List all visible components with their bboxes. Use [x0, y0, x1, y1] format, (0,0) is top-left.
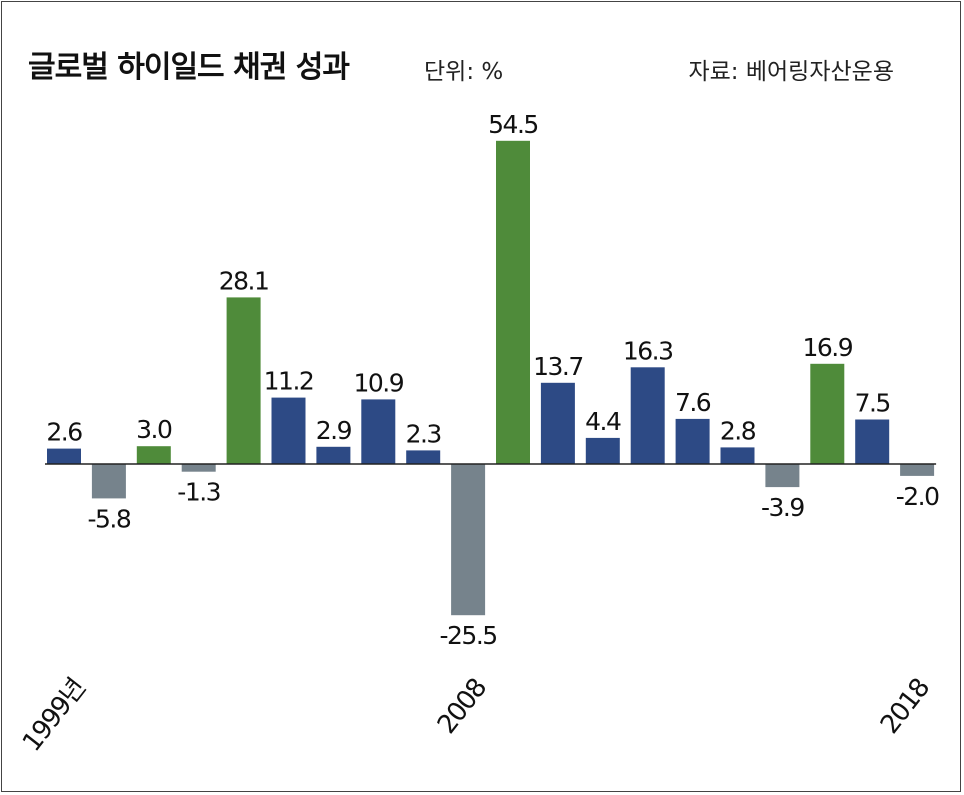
- x-tick-label-2018: 2018: [875, 674, 936, 740]
- source-label: 자료: 베어링자산운용: [688, 59, 894, 85]
- value-label-2005: 2.9: [316, 416, 352, 445]
- bar-2014: [720, 447, 755, 464]
- bar-2018: [900, 464, 935, 476]
- value-label-2002: -1.3: [177, 478, 220, 507]
- value-label-2007: 2.3: [406, 419, 441, 448]
- value-label-1999: 2.6: [46, 418, 82, 447]
- bar-1999: [47, 448, 81, 464]
- bar-2015: [765, 464, 800, 488]
- value-label-2003: 28.1: [219, 266, 269, 295]
- bar-2011: [585, 437, 620, 464]
- bar-2012: [630, 367, 665, 464]
- x-tick-label-1999: 1999년: [17, 674, 91, 758]
- value-label-2015: -3.9: [761, 493, 804, 522]
- x-tick-label-2008: 2008: [432, 674, 493, 740]
- value-label-2008: -25.5: [440, 621, 497, 650]
- bar-2006: [361, 399, 396, 464]
- bar-2016: [810, 363, 845, 464]
- value-label-2010: 13.7: [533, 352, 583, 381]
- bar-2009: [496, 140, 530, 465]
- value-label-2018: -2.0: [896, 482, 939, 511]
- bar-2001: [136, 446, 171, 464]
- value-label-2004: 11.2: [264, 367, 314, 396]
- value-label-2000: -5.8: [88, 504, 131, 533]
- bar-2004: [271, 397, 306, 464]
- chart-title: 글로벌 하이일드 채권 성과: [28, 50, 350, 85]
- value-label-2013: 7.6: [675, 388, 711, 417]
- unit-label: 단위: %: [424, 59, 504, 85]
- value-label-2016: 16.9: [802, 333, 852, 362]
- bar-2005: [316, 446, 351, 464]
- bar-2010: [540, 382, 575, 464]
- bar-2017: [855, 419, 890, 464]
- bar-2008: [451, 464, 486, 616]
- bar-2003: [226, 297, 261, 464]
- bar-2007: [406, 450, 441, 464]
- value-label-2001: 3.0: [136, 415, 172, 444]
- value-label-2006: 10.9: [353, 368, 403, 397]
- value-label-2012: 16.3: [623, 336, 673, 365]
- bar-2000: [91, 464, 126, 499]
- value-label-2017: 7.5: [855, 389, 890, 418]
- value-label-2011: 4.4: [585, 407, 621, 436]
- bar-2002: [181, 464, 216, 472]
- bar-2013: [675, 418, 710, 464]
- value-label-2014: 2.8: [720, 416, 756, 445]
- value-label-2009: 54.5: [488, 110, 538, 139]
